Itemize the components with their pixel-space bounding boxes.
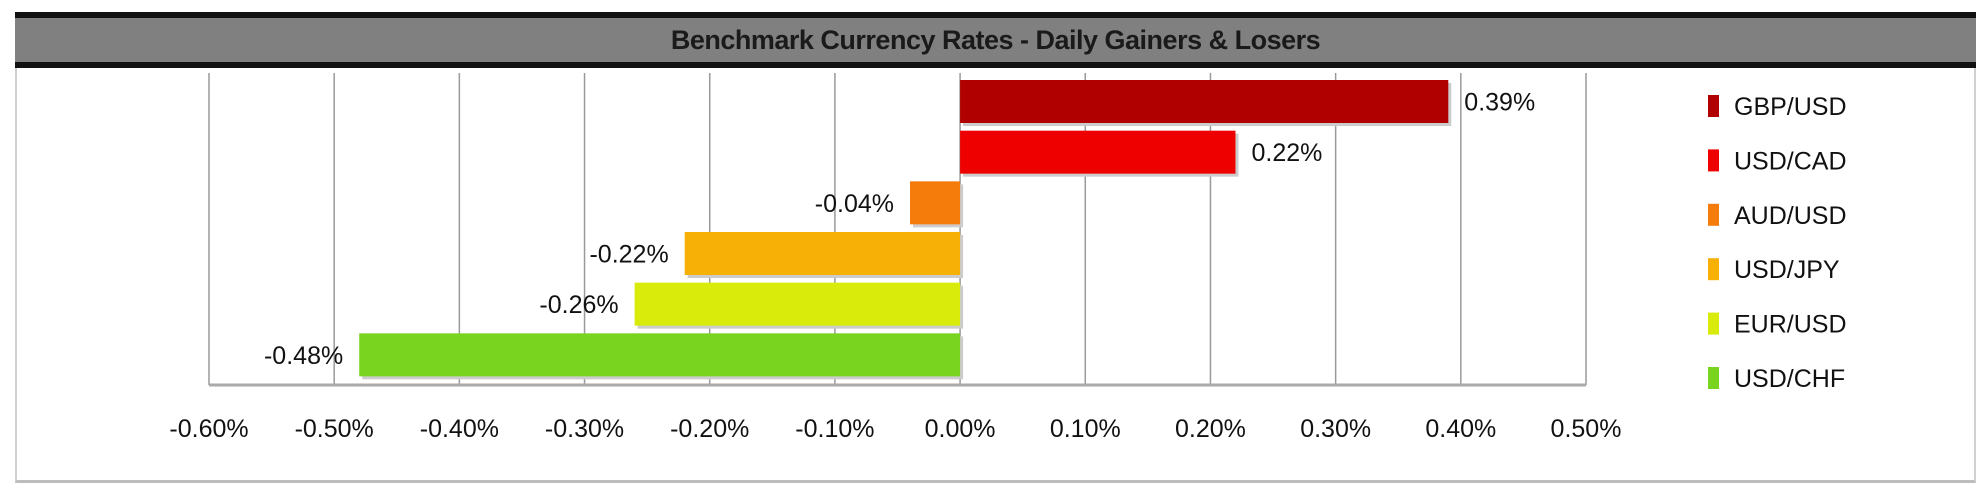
data-label: -0.22% xyxy=(589,241,668,269)
title-bar: Benchmark Currency Rates - Daily Gainers… xyxy=(15,12,1976,68)
x-tick-label: -0.20% xyxy=(670,415,749,443)
x-tick-label: -0.30% xyxy=(545,415,624,443)
x-tick-label: -0.10% xyxy=(795,415,874,443)
x-tick-label: 0.20% xyxy=(1175,415,1246,443)
bar-usd-chf xyxy=(359,333,961,377)
legend-swatch xyxy=(1708,367,1719,389)
legend-label: USD/CHF xyxy=(1734,365,1845,393)
legend-swatch xyxy=(1708,203,1719,226)
x-tick-label: 0.50% xyxy=(1551,415,1622,443)
x-tick-label: -0.50% xyxy=(295,415,374,443)
chart-frame xyxy=(15,12,1976,483)
legend-label: GBP/USD xyxy=(1734,93,1847,121)
bar-aud-usd xyxy=(910,181,961,225)
chart-title: Benchmark Currency Rates - Daily Gainers… xyxy=(670,24,1321,55)
bar-gbp-usd xyxy=(960,80,1449,123)
bar-usd-cad xyxy=(960,130,1236,174)
legend-label: USD/JPY xyxy=(1734,256,1840,284)
data-label: -0.04% xyxy=(815,190,894,218)
x-tick-label: 0.00% xyxy=(925,415,996,443)
bar-eur-usd xyxy=(634,282,961,326)
data-label: -0.48% xyxy=(264,342,343,370)
legend-label: EUR/USD xyxy=(1734,311,1847,339)
bar-usd-jpy xyxy=(684,232,961,275)
legend-swatch xyxy=(1708,95,1719,117)
x-tick-label: 0.10% xyxy=(1050,415,1121,443)
legend-label: USD/CAD xyxy=(1734,147,1847,175)
data-label: 0.22% xyxy=(1251,139,1322,167)
x-tick-label: 0.40% xyxy=(1425,415,1496,443)
data-label: -0.26% xyxy=(539,291,618,319)
data-label: 0.39% xyxy=(1464,89,1535,117)
x-tick-label: -0.60% xyxy=(169,415,248,443)
legend-swatch xyxy=(1708,149,1719,172)
x-tick-label: 0.30% xyxy=(1300,415,1371,443)
legend-swatch xyxy=(1708,258,1719,281)
x-tick-label: -0.40% xyxy=(420,415,499,443)
legend-swatch xyxy=(1708,312,1719,335)
legend-label: AUD/USD xyxy=(1734,202,1847,230)
